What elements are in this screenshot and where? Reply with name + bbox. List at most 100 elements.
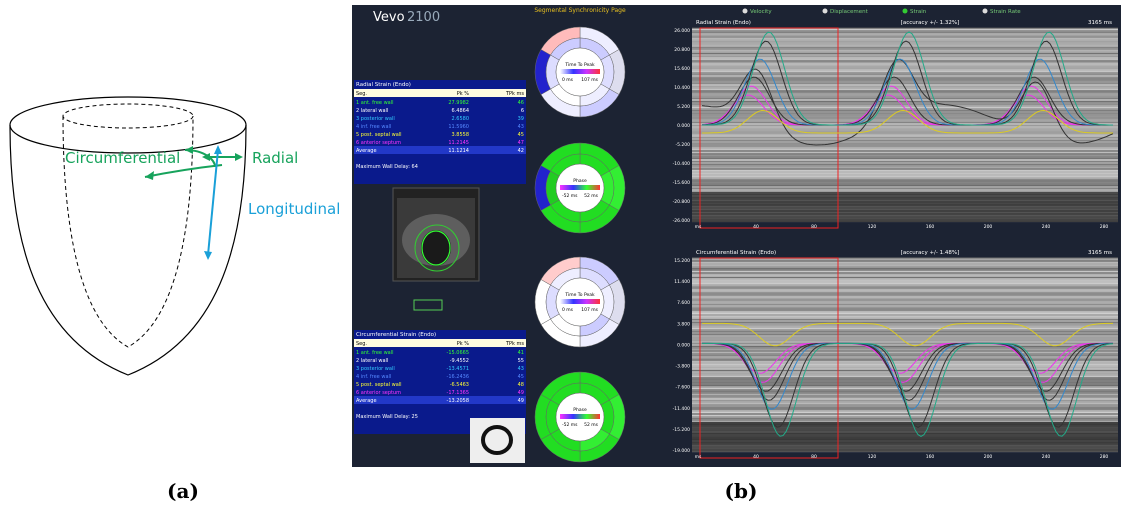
table-cell: 11.5960 xyxy=(448,124,469,130)
x-tick-label: 120 xyxy=(868,454,877,460)
y-tick-label: -20.800 xyxy=(673,199,691,205)
average-row-bg xyxy=(354,146,526,154)
mode-label: Velocity xyxy=(750,9,772,15)
table-cell: Average xyxy=(356,398,377,404)
mode-label: Strain xyxy=(910,9,927,15)
x-tick-label: 80 xyxy=(811,224,817,230)
inner-top xyxy=(63,104,193,128)
table-cell: 2 lateral wall xyxy=(356,108,388,114)
average-row-bg xyxy=(354,396,526,404)
mode-label: Displacement xyxy=(830,9,869,15)
ring-max: 52 ms xyxy=(584,422,599,428)
plot-duration: 3165 ms xyxy=(1088,250,1112,256)
dark-band xyxy=(692,192,1118,222)
table-cell: 49 xyxy=(518,390,524,396)
ring-min: -52 ms xyxy=(562,422,578,428)
x-tick-label: 40 xyxy=(753,224,759,230)
x-tick-label: 280 xyxy=(1100,224,1109,230)
table-footer: Maximum Wall Delay: 25 xyxy=(356,414,418,420)
x-tick-label: 240 xyxy=(1042,454,1051,460)
arrow-head xyxy=(145,171,154,180)
table-cell: 55 xyxy=(518,358,524,364)
x-tick-label: 160 xyxy=(926,224,935,230)
ultrasound-cavity xyxy=(421,230,451,266)
table-cell: 43 xyxy=(518,124,524,130)
arrow xyxy=(185,150,215,167)
y-tick-label: -15.200 xyxy=(673,427,691,433)
y-tick-label: -19.000 xyxy=(673,448,691,454)
logo-model: 2100 xyxy=(407,10,440,25)
colorbar xyxy=(560,69,600,74)
table-cell: 49 xyxy=(518,398,524,404)
ring-min: -52 ms xyxy=(562,193,578,199)
table-cell: 43 xyxy=(518,366,524,372)
colorbar xyxy=(560,185,600,190)
y-tick-label: 26.000 xyxy=(674,28,690,34)
x-tick-label: 240 xyxy=(1042,224,1051,230)
x-tick-label: 200 xyxy=(984,454,993,460)
table-cell: 45 xyxy=(518,374,524,380)
x-tick-label: ms xyxy=(695,455,702,460)
plot-title: Radial Strain (Endo) xyxy=(696,20,751,26)
table-cell: -17.1365 xyxy=(447,390,469,396)
y-tick-label: -26.000 xyxy=(673,218,691,224)
table-cell: 6 xyxy=(521,108,524,114)
ring-min: 0 ms xyxy=(562,77,574,83)
table-cell: 27.9982 xyxy=(448,100,469,106)
table-header: TPk ms xyxy=(505,341,524,347)
x-tick-label: 280 xyxy=(1100,454,1109,460)
y-tick-label: 15.200 xyxy=(674,258,690,264)
table-cell: 6.4864 xyxy=(452,108,470,114)
table-header: Seg. xyxy=(356,341,367,347)
y-tick-label: 15.600 xyxy=(674,66,690,72)
x-tick-label: 200 xyxy=(984,224,993,230)
table-cell: 3 posterior wall xyxy=(356,116,395,122)
table-cell: 11.1214 xyxy=(448,148,469,154)
table-cell: 5 post. septal wall xyxy=(356,132,402,138)
plot-duration: 3165 ms xyxy=(1088,20,1112,26)
y-tick-label: 7.600 xyxy=(677,300,690,306)
y-tick-label: 10.400 xyxy=(674,85,690,91)
table-cell: 4 inf. free wall xyxy=(356,374,391,380)
y-tick-label: -5.200 xyxy=(675,142,690,148)
plot-accuracy: [accuracy +/- 1.32%] xyxy=(901,20,960,26)
ring-min: 0 ms xyxy=(562,307,574,313)
heart-top xyxy=(10,97,246,153)
ring-label: Time To Peak xyxy=(564,62,595,68)
table-header-bg xyxy=(354,89,526,97)
table-cell: -6.5463 xyxy=(450,382,469,388)
table-header: Pk % xyxy=(457,91,470,97)
x-tick-label: 80 xyxy=(811,454,817,460)
colorbar xyxy=(560,299,600,304)
panel-label: (a) xyxy=(167,479,199,503)
mode-radio xyxy=(823,9,828,14)
table-header-bg xyxy=(354,339,526,347)
panel-label: (b) xyxy=(725,479,758,503)
table-title: Radial Strain (Endo) xyxy=(356,82,411,88)
mode-radio xyxy=(983,9,988,14)
table-cell: -9.4552 xyxy=(450,358,469,364)
ring-label: Phase xyxy=(573,407,587,413)
mode-radio xyxy=(903,9,908,14)
table-cell: 41 xyxy=(518,350,524,356)
table-cell: -15.0665 xyxy=(447,350,469,356)
plot-title: Circumferential Strain (Endo) xyxy=(696,250,776,256)
table-cell: 2.6580 xyxy=(452,116,470,122)
table-cell: 48 xyxy=(518,382,524,388)
ring-max: 107 ms xyxy=(581,77,598,83)
table-cell: 6 anterior septum xyxy=(356,140,401,146)
y-tick-label: 20.800 xyxy=(674,47,690,53)
y-tick-label: 11.400 xyxy=(674,279,690,285)
direction-label: Longitudinal xyxy=(248,200,340,218)
y-tick-label: -7.600 xyxy=(675,385,690,391)
y-tick-label: -3.800 xyxy=(675,364,690,370)
direction-label: Circumferential xyxy=(65,149,180,167)
figure: Circumferential Radial Longitudinal (a) … xyxy=(0,0,1129,517)
x-tick-label: ms xyxy=(695,225,702,230)
table-cell: 1 ant. free wall xyxy=(356,100,394,106)
y-tick-label: -11.400 xyxy=(673,406,691,412)
y-tick-label: 5.200 xyxy=(677,104,690,110)
plot-accuracy: [accuracy +/- 1.48%] xyxy=(901,250,960,256)
table-header: Pk % xyxy=(457,341,470,347)
table-cell: 47 xyxy=(518,140,524,146)
